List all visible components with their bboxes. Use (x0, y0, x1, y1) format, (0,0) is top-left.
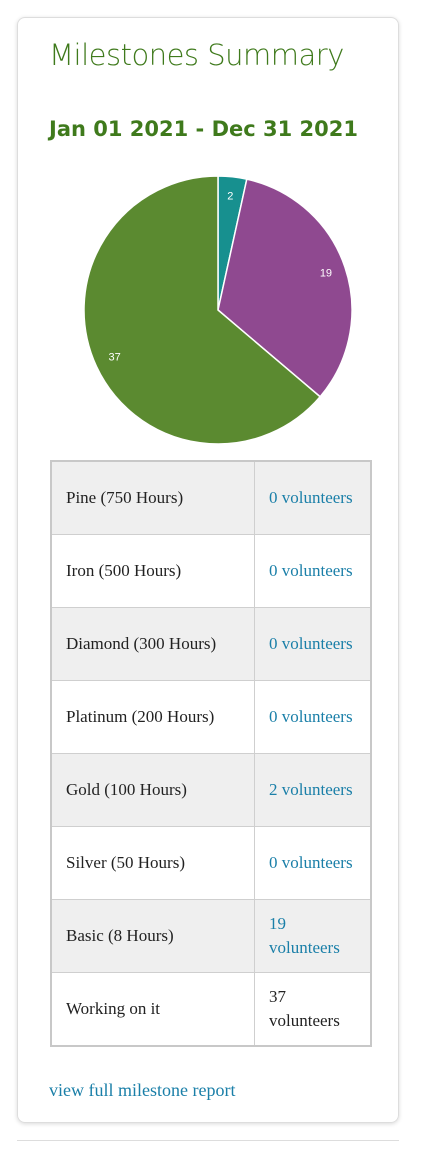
volunteer-count-link[interactable]: 0 volunteers (254, 680, 372, 754)
slice-label: 19 (320, 268, 332, 280)
date-range: Jan 01 2021 - Dec 31 2021 (49, 117, 358, 141)
card (17, 17, 399, 1123)
volunteer-count-link[interactable]: 19 volunteers (254, 899, 372, 973)
slice-label: 2 (227, 191, 233, 203)
pie-slice (83, 175, 322, 445)
volunteer-count-link[interactable]: 0 volunteers (254, 607, 372, 681)
table-row: Working on it 37 volunteers (50, 972, 372, 1047)
pie-slice (217, 178, 353, 398)
milestone-name: Gold (100 Hours) (50, 753, 255, 827)
milestone-name: Platinum (200 Hours) (50, 680, 255, 754)
table-row: Basic (8 Hours) 19 volunteers (50, 899, 372, 973)
table-row: Silver (50 Hours) 0 volunteers (50, 826, 372, 900)
milestone-name: Basic (8 Hours) (50, 899, 255, 973)
pie-chart: 2 19 37 (83, 175, 353, 445)
volunteer-count-link[interactable]: 0 volunteers (254, 534, 372, 608)
table-row: Gold (100 Hours) 2 volunteers (50, 753, 372, 827)
milestone-name: Silver (50 Hours) (50, 826, 255, 900)
milestone-name: Iron (500 Hours) (50, 534, 255, 608)
report-link[interactable]: view full milestone report (49, 1080, 236, 1100)
volunteer-count-link[interactable]: 0 volunteers (254, 826, 372, 900)
milestone-name: Working on it (50, 972, 255, 1047)
card-title: Milestones Summary (49, 38, 344, 72)
milestone-name: Pine (750 Hours) (50, 460, 255, 535)
table-row: Platinum (200 Hours) 0 volunteers (50, 680, 372, 754)
milestone-table: Pine (750 Hours) 0 volunteers Iron (500 Ho… (50, 460, 372, 1047)
volunteer-count-link[interactable]: 2 volunteers (254, 753, 372, 827)
slice-label: 37 (109, 352, 121, 364)
table-row: Iron (500 Hours) 0 volunteers (50, 534, 372, 608)
milestone-name: Diamond (300 Hours) (50, 607, 255, 681)
volunteer-count: 37 volunteers (254, 972, 372, 1047)
table-row: Diamond (300 Hours) 0 volunteers (50, 607, 372, 681)
next-card-edge (17, 1140, 399, 1151)
volunteer-count-link[interactable]: 0 volunteers (254, 460, 372, 535)
table-row: Pine (750 Hours) 0 volunteers (50, 460, 372, 535)
